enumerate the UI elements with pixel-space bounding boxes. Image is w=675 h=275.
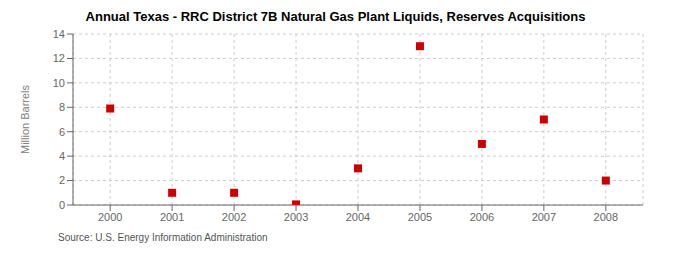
svg-text:12: 12 xyxy=(53,52,65,64)
svg-text:4: 4 xyxy=(59,150,65,162)
svg-text:2000: 2000 xyxy=(98,211,122,223)
svg-text:Million Barrels: Million Barrels xyxy=(19,84,31,154)
svg-text:2003: 2003 xyxy=(284,211,308,223)
svg-text:2001: 2001 xyxy=(160,211,184,223)
svg-text:2007: 2007 xyxy=(532,211,556,223)
svg-text:2004: 2004 xyxy=(346,211,370,223)
svg-text:2006: 2006 xyxy=(470,211,494,223)
svg-text:14: 14 xyxy=(53,28,65,40)
html-text:Source: U.S. Energy Informatio: Source: U.S. Energy Information Administ… xyxy=(58,232,268,243)
svg-text:10: 10 xyxy=(53,77,65,89)
svg-text:2005: 2005 xyxy=(408,211,432,223)
svg-text:6: 6 xyxy=(59,126,65,138)
svg-text:2: 2 xyxy=(59,174,65,186)
svg-text:0: 0 xyxy=(59,199,65,211)
svg-text:8: 8 xyxy=(59,101,65,113)
svg-text:2002: 2002 xyxy=(222,211,246,223)
svg-text:2008: 2008 xyxy=(594,211,618,223)
html-text:Annual Texas - RRC District 7B: Annual Texas - RRC District 7B Natural G… xyxy=(85,9,586,24)
